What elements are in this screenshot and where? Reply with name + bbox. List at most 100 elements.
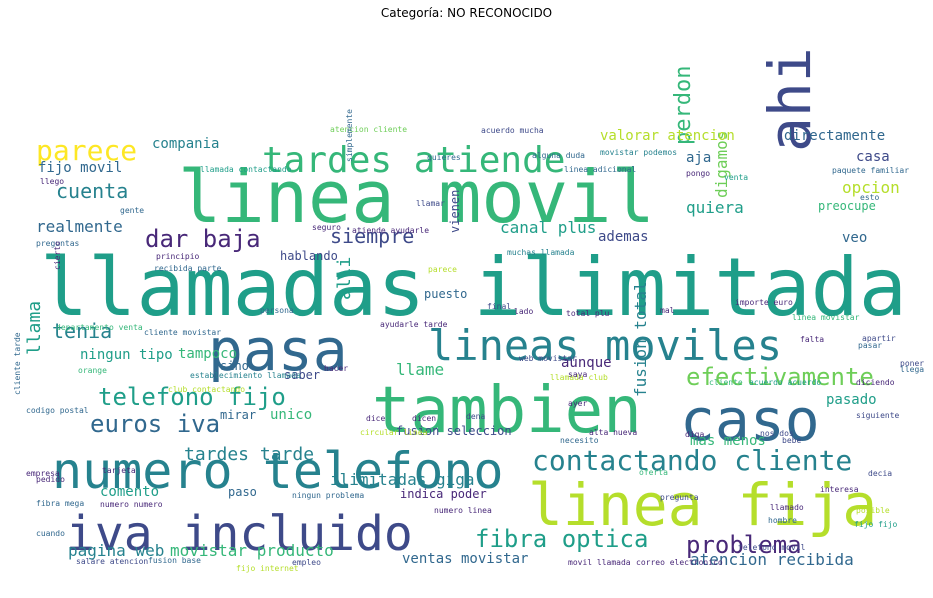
word-72: llego bbox=[40, 177, 64, 186]
chart-title: Categoría: NO RECONOCIDO bbox=[380, 6, 553, 20]
word-2: linea movil bbox=[178, 155, 655, 239]
word-56: sino bbox=[220, 359, 249, 373]
word-31: ventas movistar bbox=[402, 551, 528, 567]
word-21: siempre bbox=[330, 224, 414, 248]
word-68: movistar podemos bbox=[600, 148, 677, 157]
word-33: llame bbox=[396, 360, 444, 379]
word-130: pongo bbox=[686, 169, 710, 178]
word-143: dena bbox=[466, 412, 485, 421]
word-44: ademas bbox=[598, 229, 649, 245]
word-60: vienen bbox=[448, 190, 462, 233]
word-53: casa bbox=[856, 149, 890, 165]
word-22: perdon bbox=[671, 66, 696, 145]
word-83: importe euro bbox=[735, 298, 793, 307]
word-86: cliente movistar bbox=[144, 328, 221, 337]
word-81: final bbox=[487, 302, 511, 311]
word-135: saya bbox=[568, 370, 587, 379]
word-79: atiende ayudarle bbox=[352, 226, 429, 235]
word-85: departamento venta bbox=[56, 323, 143, 332]
word-108: pregunta bbox=[660, 493, 699, 502]
word-109: decia bbox=[868, 469, 892, 478]
word-129: venta bbox=[724, 173, 748, 182]
word-30: atencion recibida bbox=[690, 550, 854, 569]
word-126: apartir bbox=[862, 334, 896, 343]
word-105: fibra mega bbox=[36, 499, 84, 508]
word-67: acuerdo mucha bbox=[481, 126, 544, 135]
word-29: ilimitadas giga bbox=[330, 470, 475, 489]
word-61: mirar bbox=[220, 408, 256, 422]
word-77: recibida parte bbox=[154, 264, 222, 273]
word-43: aja bbox=[686, 150, 711, 166]
word-40: tampoco bbox=[178, 346, 237, 362]
word-57: paso bbox=[228, 485, 257, 499]
word-71: quieres bbox=[427, 153, 461, 162]
word-115: salare atencion bbox=[76, 557, 148, 566]
word-145: esto bbox=[860, 193, 879, 202]
word-136: empresa bbox=[26, 469, 60, 478]
word-119: movil llamada bbox=[568, 558, 631, 567]
word-74: llamar bbox=[416, 199, 445, 208]
word-97: establecimiento llamada bbox=[190, 371, 301, 380]
word-9: ahi bbox=[756, 47, 824, 152]
word-12: contactando cliente bbox=[532, 444, 852, 477]
word-36: digamos bbox=[712, 131, 731, 198]
word-82: total plu bbox=[566, 309, 610, 318]
word-23: tenia bbox=[52, 319, 112, 343]
word-101: diga bbox=[685, 430, 704, 439]
word-7: numero telefono bbox=[52, 442, 504, 500]
word-139: hombre bbox=[768, 516, 797, 525]
word-27: pagina web bbox=[68, 541, 164, 560]
word-147: persona bbox=[260, 306, 294, 315]
word-133: lado bbox=[514, 307, 533, 316]
word-64: linea adicional bbox=[564, 165, 636, 174]
word-95: siguiente bbox=[856, 411, 900, 420]
word-104: pedido bbox=[36, 475, 65, 484]
word-38: realmente bbox=[36, 217, 123, 236]
word-91: club contactando bbox=[168, 385, 245, 394]
word-96: codigo postal bbox=[26, 406, 89, 415]
word-84: linea movistar bbox=[792, 313, 860, 322]
word-122: llamada club bbox=[550, 373, 608, 382]
word-110: posible bbox=[856, 506, 890, 515]
word-8: iva incluido bbox=[66, 506, 413, 562]
word-106: tarjeta bbox=[102, 466, 136, 475]
word-75: preguntas bbox=[36, 239, 80, 248]
word-113: numero linea bbox=[434, 506, 492, 515]
word-111: fijo fijo bbox=[854, 520, 898, 529]
word-28: movistar producto bbox=[170, 541, 334, 560]
word-16: fibra optica bbox=[475, 525, 648, 553]
word-17: dar baja bbox=[145, 225, 261, 253]
word-90: cliente tarde bbox=[13, 332, 22, 395]
word-89: orange bbox=[78, 366, 107, 375]
word-102: nos dos bbox=[760, 429, 794, 438]
word-116: fusion base bbox=[148, 556, 201, 565]
word-121: telefono movil bbox=[738, 543, 806, 552]
word-125: pasar bbox=[858, 341, 882, 350]
word-94: diciendo bbox=[856, 378, 895, 387]
word-59: hablando bbox=[280, 249, 338, 263]
word-10: lineas moviles bbox=[428, 321, 782, 370]
word-32: fusion total bbox=[631, 281, 650, 397]
word-103: bebe bbox=[782, 436, 801, 445]
word-37: canal plus bbox=[500, 218, 596, 237]
word-35: quiera bbox=[686, 198, 744, 217]
word-14: problema bbox=[686, 531, 802, 559]
word-5: pasa bbox=[208, 316, 348, 384]
word-118: empleo bbox=[292, 558, 321, 567]
word-120: correo electronico bbox=[636, 558, 723, 567]
word-131: parece bbox=[428, 265, 457, 274]
word-132: hacer bbox=[324, 364, 348, 373]
word-20: cuenta bbox=[56, 179, 128, 203]
word-26: tardes tarde bbox=[184, 444, 314, 465]
word-100: alta nueva bbox=[589, 428, 637, 437]
word-124: poner bbox=[900, 359, 924, 368]
word-24: llama bbox=[24, 301, 45, 355]
word-144: cierto bbox=[53, 241, 62, 270]
word-142: dicen bbox=[412, 414, 436, 423]
word-80: seguro bbox=[312, 223, 341, 232]
word-48: aunque bbox=[561, 355, 612, 371]
word-70: alguna duda bbox=[532, 151, 585, 160]
word-6: linea fija bbox=[528, 471, 877, 539]
word-127: falta bbox=[800, 335, 824, 344]
